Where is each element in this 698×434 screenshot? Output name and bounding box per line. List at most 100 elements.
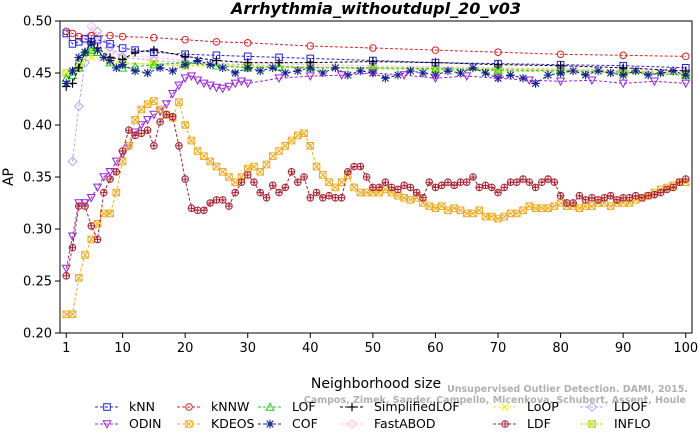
data-point xyxy=(92,183,103,193)
data-point xyxy=(225,173,233,181)
legend-swatch-marker xyxy=(501,403,509,411)
data-point xyxy=(67,70,78,79)
data-point xyxy=(268,63,278,73)
data-point xyxy=(519,175,527,183)
data-point xyxy=(143,126,152,134)
data-point xyxy=(306,194,315,202)
data-point xyxy=(550,178,559,186)
y-axis-label: AP xyxy=(1,168,17,186)
legend-label: kNN xyxy=(129,399,155,414)
data-point xyxy=(336,71,347,80)
data-point xyxy=(80,47,90,57)
x-tick-label: 70 xyxy=(490,341,507,356)
data-point xyxy=(556,68,565,78)
data-point xyxy=(443,66,453,76)
data-point xyxy=(394,185,402,194)
data-point xyxy=(74,274,83,282)
data-point xyxy=(300,173,308,181)
x-tick-label: 50 xyxy=(365,341,382,356)
data-point xyxy=(250,178,258,186)
data-point xyxy=(212,38,221,46)
data-point xyxy=(293,66,303,76)
data-point xyxy=(668,66,678,76)
legend-swatch-marker xyxy=(265,402,275,411)
data-point xyxy=(74,53,84,62)
data-point xyxy=(400,181,408,190)
data-point xyxy=(319,194,327,202)
data-point xyxy=(137,129,146,138)
data-point xyxy=(62,29,71,38)
legend-item-ldof: LDOF xyxy=(580,399,648,414)
data-point xyxy=(230,79,240,89)
data-point xyxy=(456,68,465,78)
data-point xyxy=(531,79,540,88)
data-point xyxy=(305,72,315,81)
data-point xyxy=(481,68,490,78)
data-point xyxy=(87,222,96,230)
data-point xyxy=(262,194,271,202)
data-point xyxy=(274,58,284,67)
data-point xyxy=(167,90,178,99)
data-point xyxy=(281,183,290,192)
data-point xyxy=(218,168,227,176)
data-point xyxy=(481,212,490,221)
data-point xyxy=(218,84,228,94)
data-point xyxy=(105,56,115,65)
data-point xyxy=(444,178,452,186)
data-point xyxy=(131,131,139,140)
data-point xyxy=(81,251,89,259)
data-point xyxy=(106,209,114,218)
data-point xyxy=(462,178,471,186)
data-point xyxy=(218,196,227,204)
data-point xyxy=(255,66,265,76)
data-point xyxy=(275,188,283,197)
data-point xyxy=(287,168,296,176)
data-point xyxy=(68,310,77,319)
data-point xyxy=(588,194,596,202)
y-tick-label: 0.45 xyxy=(23,67,52,82)
data-point xyxy=(437,202,446,210)
legend-label: INFLO xyxy=(614,416,651,431)
data-point xyxy=(117,62,128,72)
legend-item-fastabod: FastABOD xyxy=(340,416,436,431)
data-point xyxy=(150,97,158,105)
x-tick-label: 60 xyxy=(427,341,444,356)
data-point xyxy=(631,192,640,200)
data-point xyxy=(186,72,197,81)
legend-label: SimplifiedLOF xyxy=(374,399,460,414)
data-point xyxy=(193,206,202,214)
data-point xyxy=(444,206,452,215)
data-point xyxy=(236,77,247,87)
legend-label: kNNW xyxy=(211,399,249,414)
data-point xyxy=(74,202,83,210)
data-point xyxy=(100,188,108,197)
data-point xyxy=(93,235,102,244)
data-point xyxy=(180,74,190,84)
data-point xyxy=(431,204,440,212)
legend-item-knnw: kNNW xyxy=(177,399,249,414)
data-point xyxy=(519,206,527,215)
data-point xyxy=(493,60,503,69)
data-point xyxy=(368,68,378,78)
series-odin xyxy=(61,69,691,274)
data-point xyxy=(99,173,109,182)
data-point xyxy=(675,178,684,186)
data-point xyxy=(150,142,158,150)
data-point xyxy=(456,206,465,215)
data-point xyxy=(112,188,121,197)
data-point xyxy=(468,63,478,73)
data-point xyxy=(280,68,290,78)
data-point xyxy=(62,272,71,280)
data-point xyxy=(512,178,521,186)
data-point xyxy=(231,188,240,197)
legend-label: FastABOD xyxy=(374,416,436,431)
data-point xyxy=(193,147,202,155)
x-tick-label: 30 xyxy=(239,341,256,356)
data-point xyxy=(425,178,433,186)
data-point xyxy=(274,74,284,84)
data-point xyxy=(61,79,71,88)
x-tick-label: 20 xyxy=(177,341,194,356)
data-point xyxy=(68,243,77,252)
data-point xyxy=(250,162,258,171)
data-point xyxy=(243,164,252,173)
